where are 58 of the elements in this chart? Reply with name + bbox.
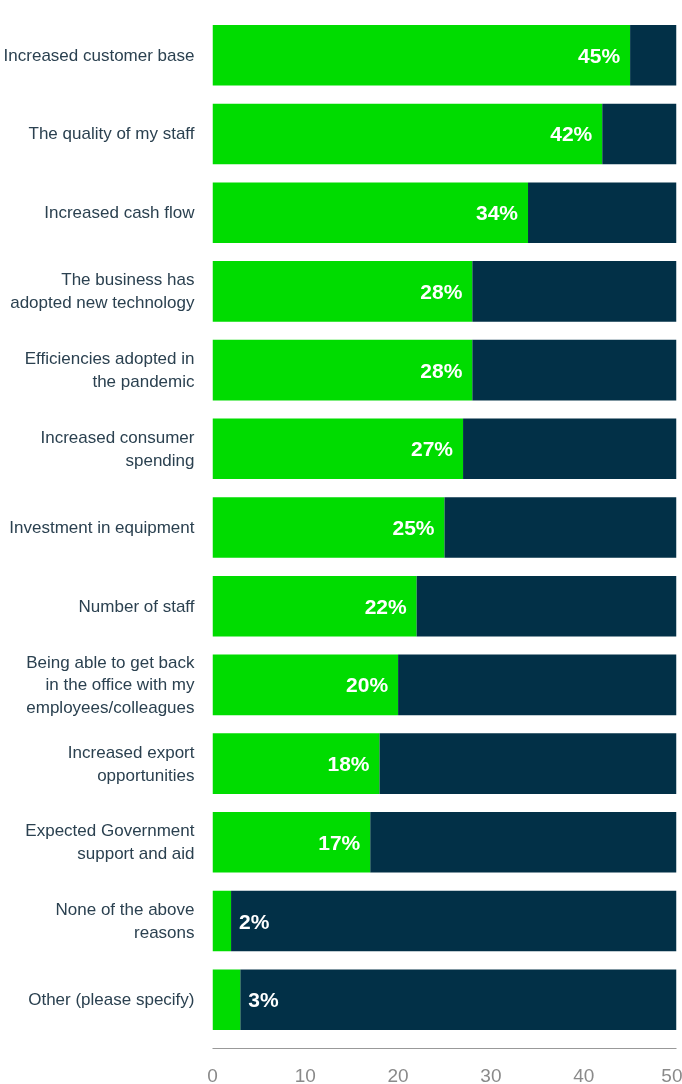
bar bbox=[472, 261, 677, 322]
y-tick-label: Increased consumer spending bbox=[40, 427, 195, 470]
bar bbox=[212, 497, 445, 558]
bar bbox=[463, 418, 677, 480]
x-tick-label: 50 bbox=[661, 1064, 682, 1084]
bar bbox=[416, 575, 677, 637]
x-tick-label: 0 bbox=[207, 1064, 218, 1084]
bar bbox=[602, 103, 677, 165]
x-tick-label: 10 bbox=[294, 1064, 316, 1084]
data-label: 28% bbox=[420, 279, 463, 303]
y-tick-label: Increased customer base bbox=[3, 45, 195, 65]
y-tick-label: The quality of my staff bbox=[28, 124, 195, 144]
data-label: 3% bbox=[248, 988, 280, 1012]
bar bbox=[630, 24, 677, 86]
data-label: 22% bbox=[364, 594, 407, 618]
data-label: 28% bbox=[420, 358, 463, 382]
data-label: 20% bbox=[346, 673, 389, 697]
bar bbox=[212, 103, 603, 165]
bar bbox=[212, 969, 241, 1031]
x-tick-label: 40 bbox=[573, 1064, 595, 1084]
y-tick-label: Other (please specify) bbox=[28, 990, 195, 1010]
y-tick-label: Increased export opportunities bbox=[67, 742, 195, 785]
data-label: 42% bbox=[550, 122, 593, 146]
bar bbox=[212, 24, 631, 86]
bar bbox=[379, 733, 677, 794]
y-tick-label: None of the above reasons bbox=[55, 900, 195, 942]
data-label: 2% bbox=[239, 909, 270, 933]
bar bbox=[212, 339, 473, 401]
bar bbox=[472, 339, 677, 401]
bar bbox=[212, 733, 380, 794]
y-tick-label: The business has adopted new technology bbox=[10, 270, 195, 313]
bar bbox=[240, 969, 677, 1031]
bar bbox=[212, 890, 232, 952]
bar bbox=[212, 182, 529, 243]
bar bbox=[528, 182, 677, 243]
y-tick-label: Being able to get back in the office with my employees/colleagues bbox=[26, 652, 195, 718]
bar bbox=[212, 654, 399, 716]
bar bbox=[212, 575, 417, 637]
data-label: 34% bbox=[475, 201, 519, 225]
bar bbox=[398, 654, 677, 716]
bar bbox=[370, 812, 677, 873]
data-label: 18% bbox=[327, 752, 370, 776]
bar bbox=[212, 418, 464, 480]
x-tick-label: 20 bbox=[387, 1064, 409, 1084]
y-tick-label: Increased cash flow bbox=[44, 203, 196, 223]
data-label: 17% bbox=[318, 830, 361, 854]
bar bbox=[212, 261, 473, 322]
y-tick-label: Expected Government support and aid bbox=[25, 821, 195, 864]
y-tick-label: Efficiencies adopted in the pandemic bbox=[24, 349, 195, 391]
y-tick-label: Number of staff bbox=[78, 596, 195, 616]
bar bbox=[444, 497, 677, 558]
bar bbox=[231, 890, 677, 952]
x-tick-label: 30 bbox=[480, 1064, 502, 1084]
y-tick-label: Investment in equipment bbox=[9, 518, 195, 537]
data-label: 45% bbox=[578, 43, 621, 67]
bar bbox=[212, 812, 371, 873]
data-label: 27% bbox=[411, 437, 454, 461]
data-label: 25% bbox=[392, 516, 435, 539]
